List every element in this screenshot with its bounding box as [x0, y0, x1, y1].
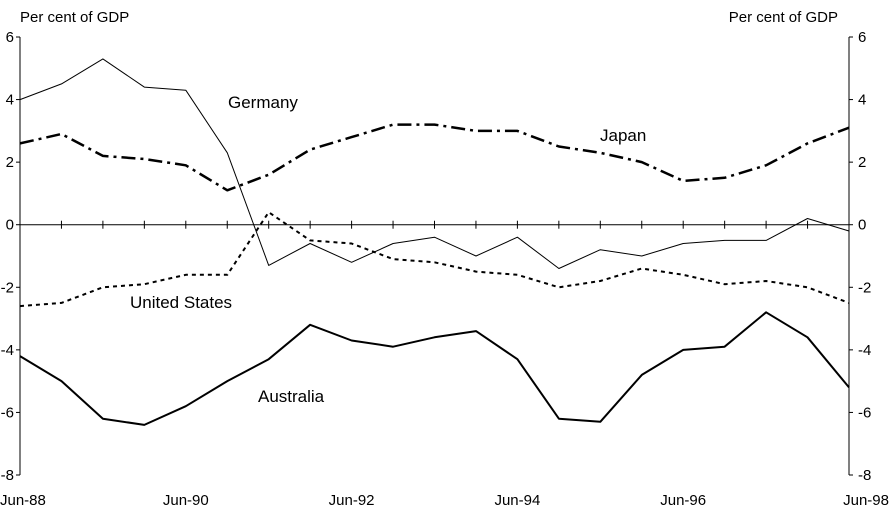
series-labels-group: Germany Japan United States Australia	[130, 93, 646, 406]
left-y-tick-label: -8	[1, 467, 14, 484]
axes-group: 6 6 4 4 2 2 0 0 -2 -2 -4 -4 -6 -6 -8 -8 Jun-88 Jun-90 Jun-…	[0, 29, 889, 509]
series-label-united-states: United States	[130, 293, 232, 312]
right-y-tick-label: 2	[858, 154, 866, 171]
left-y-tick-label: -6	[1, 404, 14, 421]
left-y-tick-label: -2	[1, 279, 14, 296]
left-y-tick-label: -4	[1, 342, 14, 359]
x-tick-label: Jun-92	[329, 492, 375, 509]
right-y-tick-label: 6	[858, 29, 866, 46]
x-tick-label: Jun-96	[660, 492, 706, 509]
series-label-australia: Australia	[258, 387, 325, 406]
right-y-tick-label: -4	[858, 342, 871, 359]
right-y-tick-label: 4	[858, 92, 866, 109]
right-axis-unit-label: Per cent of GDP	[729, 9, 838, 26]
series-line-australia	[19, 311, 850, 426]
x-tick-label: Jun-88	[0, 492, 46, 509]
right-y-tick-label: -6	[858, 404, 871, 421]
right-y-tick-label: 0	[858, 217, 866, 234]
left-y-tick-label: 6	[6, 29, 14, 46]
series-line-germany	[19, 58, 850, 269]
series-line-japan	[19, 123, 850, 192]
series-label-japan: Japan	[600, 126, 646, 145]
series-line-united-states	[19, 211, 850, 308]
right-y-tick-label: -8	[858, 467, 871, 484]
x-tick-label: Jun-90	[163, 492, 209, 509]
left-y-tick-label: 2	[6, 154, 14, 171]
series-label-germany: Germany	[228, 93, 298, 112]
left-y-tick-label: 0	[6, 217, 14, 234]
right-y-tick-label: -2	[858, 279, 871, 296]
series-group	[19, 58, 850, 426]
left-y-tick-label: 4	[6, 92, 14, 109]
x-tick-label: Jun-98	[843, 492, 889, 509]
x-tick-label: Jun-94	[494, 492, 540, 509]
left-axis-unit-label: Per cent of GDP	[20, 9, 129, 26]
